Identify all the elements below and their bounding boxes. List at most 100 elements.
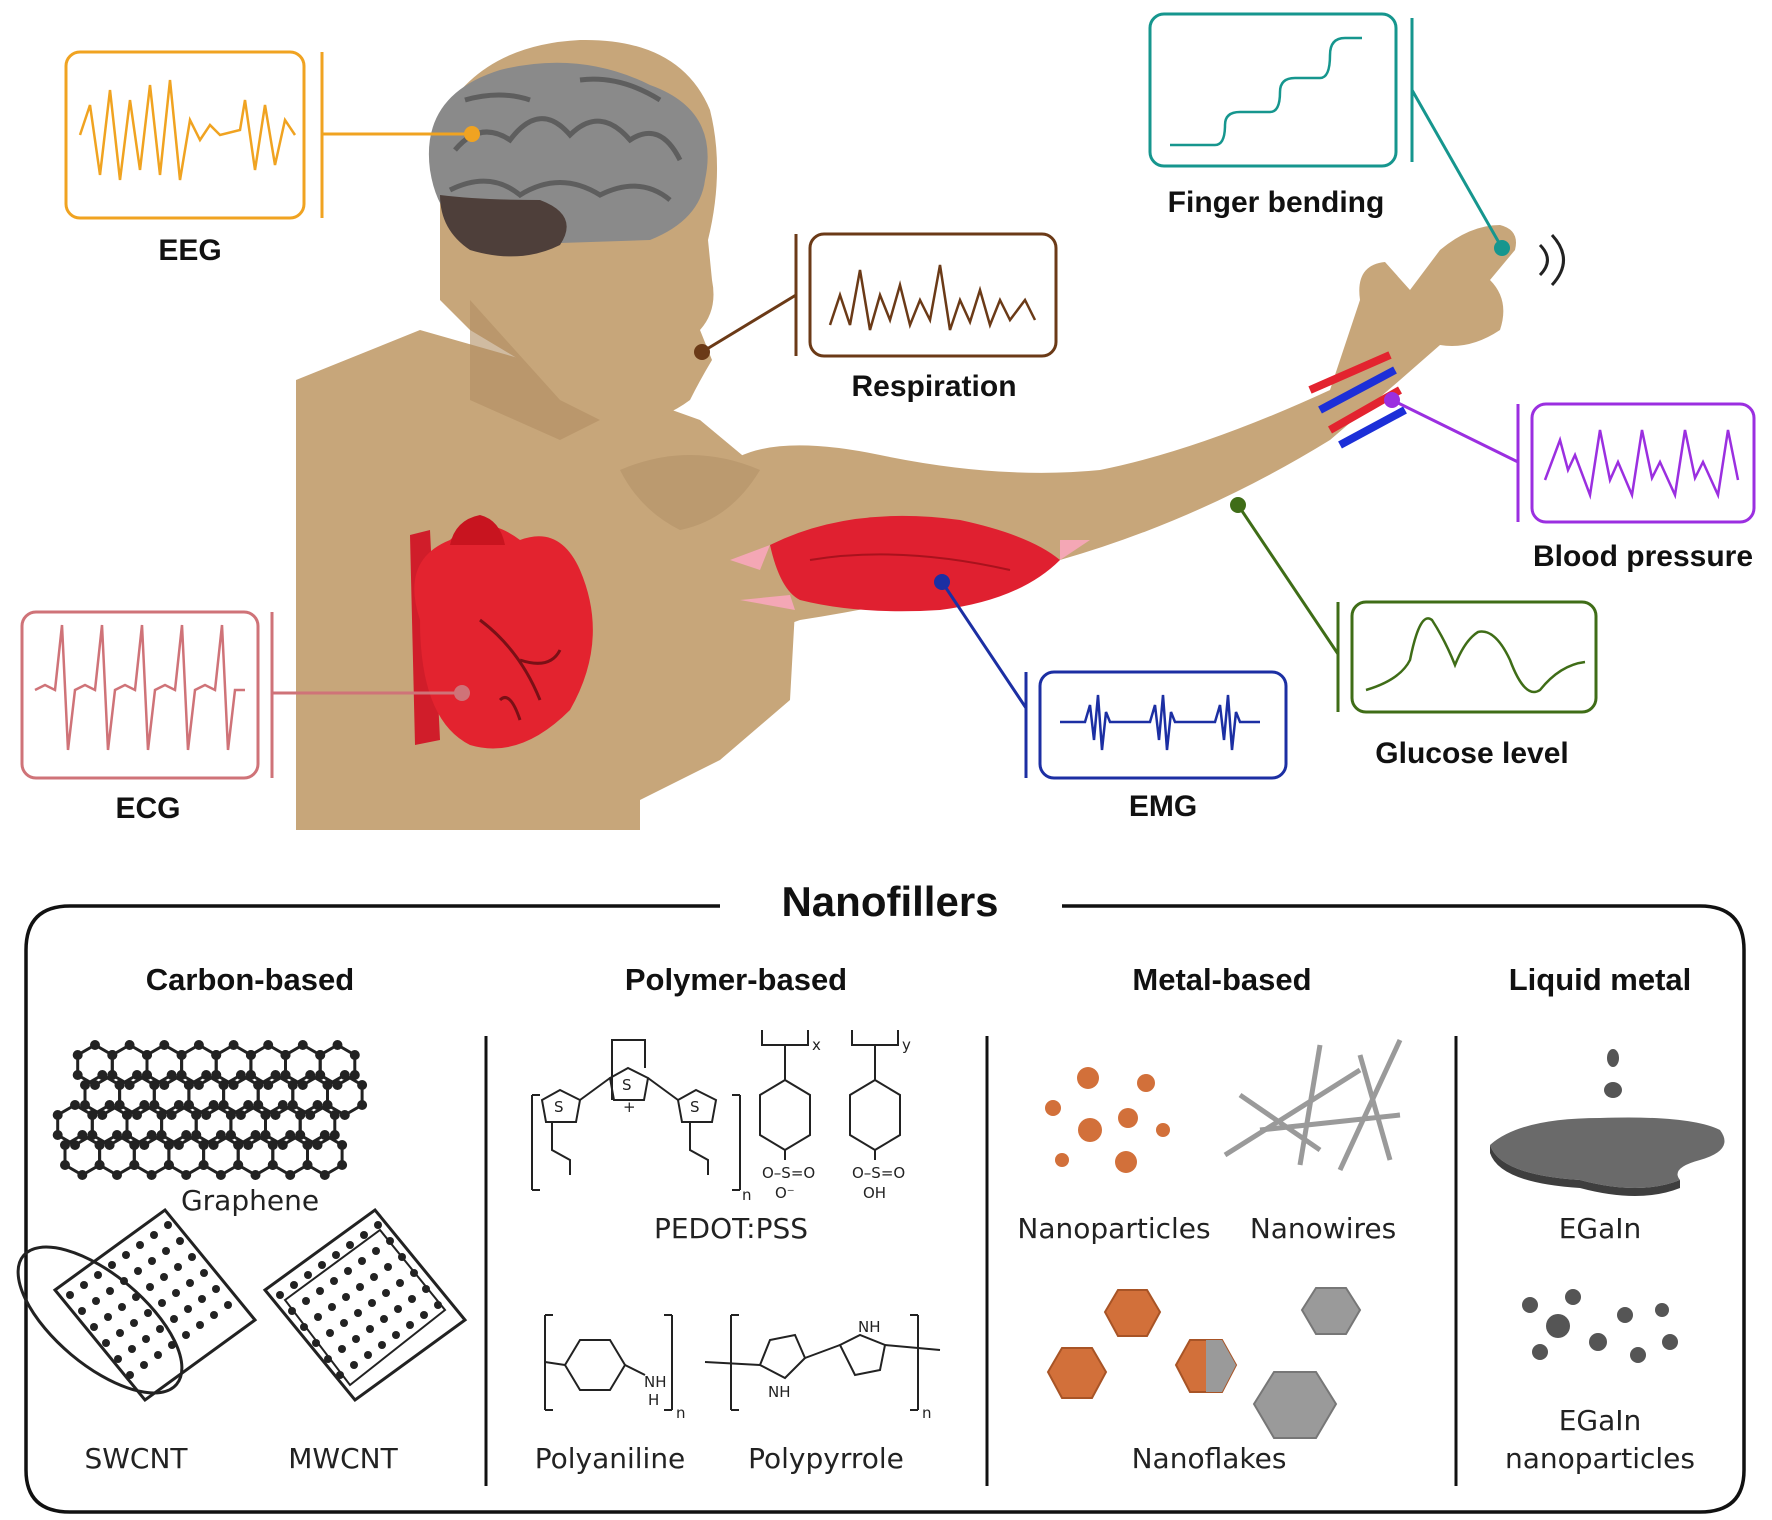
graphene-atom	[349, 1070, 360, 1080]
pss-o-minus: O⁻	[775, 1184, 795, 1202]
carbon-based-heading: Carbon-based	[145, 962, 355, 997]
eeg-waveform	[78, 79, 297, 181]
graphene-atom	[72, 1050, 83, 1060]
graphene-atom	[337, 1160, 348, 1170]
graphene-atom	[315, 1050, 326, 1060]
graphene-atom	[280, 1070, 291, 1080]
graphene-atom	[107, 1070, 118, 1080]
glucose-level-label: Glucose level	[1375, 737, 1569, 770]
graphene-atom	[260, 1130, 271, 1140]
graphene-atom	[253, 1100, 264, 1110]
graphene-atom	[159, 1080, 170, 1090]
pedot-pss-caption: PEDOT:PSS	[653, 1212, 809, 1245]
egain-puddle-icon	[1490, 1049, 1725, 1196]
graphene-atom	[263, 1080, 274, 1090]
graphene-atom	[228, 1080, 239, 1090]
human-figure	[296, 39, 1565, 830]
graphene-atom	[142, 1070, 152, 1080]
pss-y: y	[902, 1036, 911, 1054]
graphene-atom	[329, 1130, 340, 1140]
cnt-atom	[302, 1297, 310, 1305]
emg-signal-panel	[934, 574, 1288, 780]
egain-nanoparticles-caption: EGaIn nanoparticles	[1505, 1404, 1695, 1475]
polypyrrole-structure	[704, 1314, 941, 1411]
graphene-atom	[211, 1070, 222, 1080]
cnt-atom	[406, 1321, 414, 1329]
graphene-atom	[295, 1130, 306, 1140]
cnt-atom	[200, 1269, 208, 1277]
ecg-label: ECG	[115, 792, 181, 825]
graphene-atom	[332, 1040, 343, 1050]
cerebellum	[440, 195, 567, 257]
cnt-atom	[276, 1291, 284, 1299]
graphene-atom	[87, 1110, 98, 1120]
cnt-atom	[434, 1301, 442, 1309]
cnt-atom	[318, 1261, 326, 1269]
nanofillers-frame	[24, 904, 1746, 1514]
graphene-atom	[218, 1080, 229, 1090]
cnt-atom	[128, 1345, 136, 1353]
cnt-atom	[156, 1325, 164, 1333]
cnt-atom	[122, 1251, 130, 1259]
blood-pressure-box	[1530, 402, 1756, 524]
graphene-atom	[77, 1130, 88, 1140]
cnt-atom	[358, 1257, 366, 1265]
pedot-plus: +	[623, 1098, 636, 1116]
cnt-atom	[408, 1295, 416, 1303]
eeg-connector-dot	[464, 126, 480, 142]
graphene-atom	[176, 1050, 187, 1060]
cnt-atom	[196, 1321, 204, 1329]
ecg-waveform	[34, 624, 245, 751]
graphene-atom	[211, 1050, 222, 1060]
cnt-atom	[336, 1371, 344, 1379]
cnt-atom	[210, 1311, 218, 1319]
graphene-atom	[280, 1050, 291, 1060]
cnt-atom	[224, 1301, 232, 1309]
graphene-atom	[173, 1100, 184, 1110]
pss-so3-1: O–S=O	[762, 1164, 815, 1182]
graphene-atom	[339, 1070, 350, 1080]
cnt-atom	[360, 1231, 368, 1239]
ecg-connector-dot	[454, 685, 470, 701]
graphene-atom	[97, 1070, 108, 1080]
graphene-atom	[77, 1170, 88, 1180]
graphene-atom	[329, 1110, 340, 1120]
graphene-atom	[60, 1160, 70, 1170]
swcnt-caption: SWCNT	[84, 1442, 188, 1475]
mwcnt-caption: MWCNT	[288, 1442, 398, 1475]
cnt-atom	[328, 1303, 336, 1311]
cnt-atom	[366, 1325, 374, 1333]
graphene-atom	[225, 1110, 236, 1120]
cnt-atom	[140, 1361, 148, 1369]
polypyrrole-nh2: NH	[858, 1318, 881, 1336]
swcnt-structure	[16, 1207, 258, 1403]
finger-bending-connector	[1410, 89, 1504, 249]
graphene-atom	[163, 1160, 174, 1170]
blood-pressure-connector-dot	[1384, 392, 1400, 408]
cnt-atom	[350, 1361, 358, 1369]
cnt-atom	[422, 1285, 430, 1293]
nanofillers-panel: S S S + n x y O–S=O O⁻ O–S=O OH NH H n N…	[16, 904, 1746, 1514]
liquid-metal-heading: Liquid metal	[1508, 962, 1692, 997]
graphene-atom	[191, 1130, 202, 1140]
emg-connector	[940, 581, 1028, 709]
emg-connector-dot	[934, 574, 950, 590]
cnt-atom	[148, 1257, 156, 1265]
cnt-atom	[106, 1287, 114, 1295]
graphene-atom	[349, 1050, 360, 1060]
cnt-atom	[168, 1341, 176, 1349]
graphene-atom	[235, 1110, 246, 1120]
blood-pressure-waveform	[1543, 429, 1740, 500]
graphene-atom	[287, 1100, 298, 1110]
cnt-atom	[386, 1237, 394, 1245]
graphene-atom	[70, 1140, 80, 1150]
respiration-connector-dot	[694, 344, 710, 360]
cnt-atom	[174, 1263, 182, 1271]
eeg-signal-panel	[64, 50, 480, 220]
cnt-atom	[158, 1299, 166, 1307]
graphene-atom	[104, 1140, 115, 1150]
cnt-atom	[160, 1273, 168, 1281]
graphene-atom	[129, 1140, 140, 1150]
graphene-atom	[302, 1160, 313, 1170]
